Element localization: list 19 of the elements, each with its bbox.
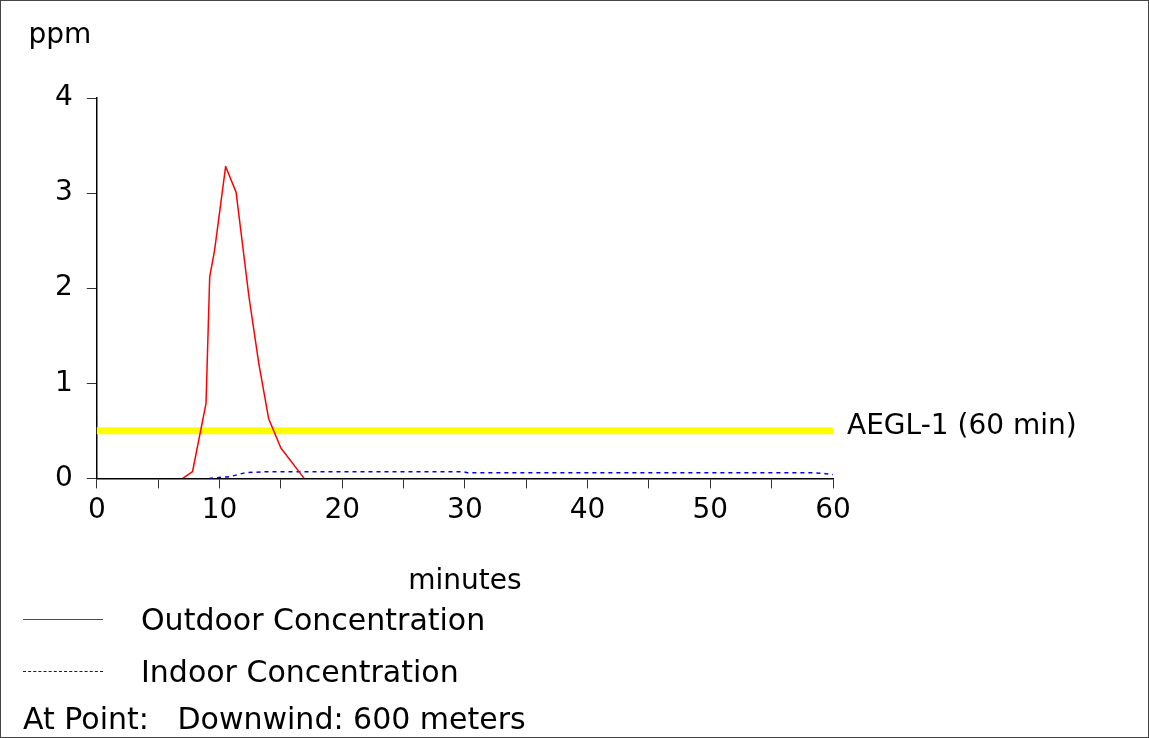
y-tick-label: 2 (54, 269, 73, 303)
line-series (208, 470, 833, 479)
legend-label: Indoor Concentration (141, 653, 459, 689)
x-tick-label: 40 (569, 492, 606, 526)
legend-label: Outdoor Concentration (141, 601, 486, 637)
y-tick-label: 0 (54, 459, 73, 493)
text: At Point: Downwind: 600 meters (23, 701, 526, 736)
x-tick-label: 30 (447, 492, 483, 526)
y-tick-label: 1 (54, 364, 73, 398)
x-tick-label: 0 (87, 492, 106, 526)
y-axis-title: ppm (28, 17, 92, 50)
y-tick-label: 3 (54, 174, 73, 208)
x-tick-label: 20 (324, 492, 361, 526)
ref-line-label: AEGL-1 (60 min) (847, 408, 1077, 442)
x-axis-title: minutes (408, 563, 522, 596)
y-tick-label: 4 (54, 79, 73, 113)
x-tick-label: 50 (692, 492, 729, 526)
x-tick-label: 60 (815, 492, 851, 526)
x-tick-label: 10 (201, 492, 238, 526)
